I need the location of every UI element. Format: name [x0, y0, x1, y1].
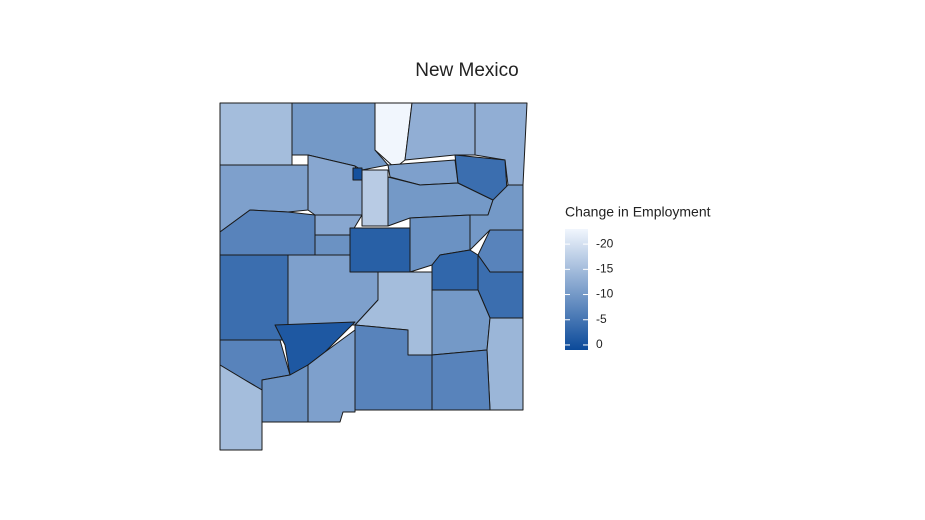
- legend-tick-label: -15: [596, 262, 614, 276]
- county: [361, 169, 389, 227]
- legend-title: Change in Employment: [565, 204, 711, 220]
- county: [431, 349, 491, 411]
- county: [486, 317, 524, 411]
- county: [314, 234, 351, 256]
- county: [431, 249, 479, 291]
- legend-tick-label: 0: [596, 337, 603, 351]
- county: [307, 329, 356, 423]
- legend-tick-label: -20: [596, 236, 614, 250]
- map-title: New Mexico: [415, 60, 518, 81]
- county: [431, 289, 491, 356]
- colorbar: [565, 229, 588, 350]
- county: [349, 227, 411, 273]
- legend-tick-label: -5: [596, 312, 607, 326]
- county: [291, 102, 389, 171]
- county: [352, 167, 363, 181]
- legend-tick-label: -10: [596, 287, 614, 301]
- county: [404, 102, 476, 161]
- county: [219, 102, 293, 166]
- counties: [219, 102, 528, 451]
